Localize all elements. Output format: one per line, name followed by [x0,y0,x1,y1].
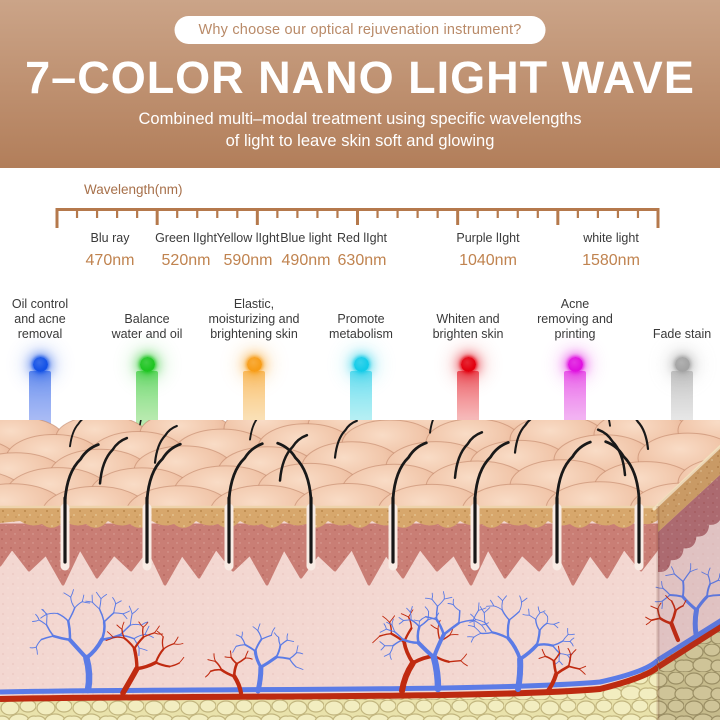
light-name-label: white light [583,231,639,245]
wavelength-value: 1580nm [582,252,640,269]
benefit-label: Oil control and acne removal [0,296,100,342]
wavelength-item: Blu ray 470nm [50,231,170,270]
benefit-label: Acne removing and printing [515,296,635,342]
light-name-label: Purple lIght [456,231,520,245]
benefit-label-line: water and oil [111,327,183,341]
wavelength-value: 1040nm [459,252,517,269]
subtitle: Combined multi–modal treatment using spe… [0,108,720,152]
wavelength-axis-label: Wavelength(nm) [84,182,183,197]
wavelength-item: Purple lIght 1040nm [428,231,548,270]
light-emitter-dot [246,357,262,372]
light-emitter-dot [32,357,48,372]
question-badge-text: Why choose our optical rejuvenation inst… [198,22,522,38]
wavelength-item: white light 1580nm [551,231,671,270]
light-emitter-dot [139,357,155,372]
benefit-label-line: Elastic, [233,297,275,311]
wavelength-item: Blue light 490nm [246,231,366,270]
benefit-label-line: printing [554,327,596,341]
light-name-label: Yellow lIght [216,231,280,245]
benefit-label-line: metabolism [329,327,393,341]
benefit-label-line: removal [17,327,63,341]
benefit-label-line: Oil control [11,297,69,311]
light-emitter-dot [460,357,476,372]
wavelength-value: 490nm [281,252,331,269]
light-emitter-dot [353,357,369,372]
subtitle-line-2: of light to leave skin soft and glowing [225,132,495,150]
benefit-label-line: Whiten and [436,312,500,326]
skin-cross-section-illustration [0,420,720,720]
benefit-label-line: Promote [337,312,385,326]
wavelength-value: 630nm [337,252,387,269]
subtitle-line-1: Combined multi–modal treatment using spe… [138,110,582,128]
light-name-label: Green lIght [155,231,217,245]
wavelength-item: Red lIght 630nm [302,231,422,270]
wavelength-item: Green lIght 520nm [126,231,246,270]
benefit-label-line: Balance [124,312,170,326]
hero-banner: Why choose our optical rejuvenation inst… [0,0,720,168]
benefit-label-line: moisturizing and [208,312,300,326]
wavelength-value: 470nm [85,252,135,269]
light-name-label: Blue light [280,231,332,245]
light-emitter-dot [674,357,690,372]
wavelength-value: 590nm [223,252,273,269]
benefit-label: Promote metabolism [301,296,421,342]
wavelength-ruler [55,208,660,228]
benefit-label: Elastic, moisturizing and brightening skin [194,296,314,342]
page-title: 7–COLOR NANO LIGHT WAVE [25,52,695,103]
benefit-label-line: brighten skin [432,327,504,341]
wavelength-value: 520nm [161,252,211,269]
benefit-label-line: brightening skin [210,327,298,341]
benefit-label: Fade stain [622,296,720,342]
benefit-label: Balance water and oil [87,296,207,342]
light-name-label: Red lIght [336,231,388,245]
question-badge: Why choose our optical rejuvenation inst… [174,16,546,44]
benefit-label-line: removing and [537,312,613,326]
benefit-label-line: Fade stain [652,327,712,341]
light-name-label: Blu ray [90,231,130,245]
benefit-label-line: Acne [560,297,590,311]
light-emitter-dot [567,357,583,372]
wavelength-item: Yellow lIght 590nm [188,231,308,270]
benefit-label: Whiten and brighten skin [408,296,528,342]
benefit-label-line: and acne [14,312,66,326]
